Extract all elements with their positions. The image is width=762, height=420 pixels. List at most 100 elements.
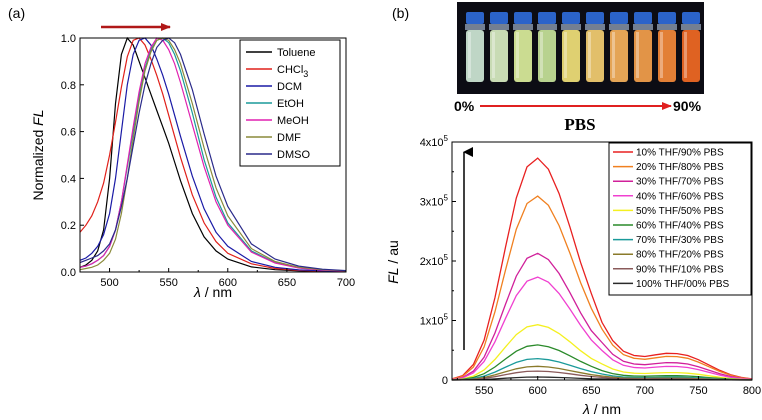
chart-a-x-tick-label: 700	[337, 277, 355, 289]
vial-glare	[516, 32, 519, 78]
vial-neck	[561, 24, 581, 30]
chart-b-y-ticks: 0 1x105 2x105 3x105 4x105	[420, 134, 456, 387]
vial	[489, 12, 509, 82]
chart-a-y-tick-label: 0.8	[61, 80, 76, 92]
chart-b-legend-label-10-thf-90-pbs: 10% THF/90% PBS	[636, 148, 724, 159]
vial	[585, 12, 605, 82]
chart-b-legend-label-20-thf-80-pbs: 20% THF/80% PBS	[636, 162, 724, 173]
chart-b-legend-label-100-thf-00-pbs: 100% THF/00% PBS	[636, 279, 730, 290]
chart-b-x-axis-label: λ / nm	[582, 401, 621, 417]
chart-b-x-ticks: 550 600 650 700 750 800	[456, 376, 761, 397]
vial-glare	[492, 32, 495, 78]
chart-a-legend-label-chcl3: CHCl3	[277, 64, 308, 79]
photo-left-label: 0%	[454, 98, 475, 114]
vial-neck	[609, 24, 629, 30]
panel-b-label: (b)	[392, 5, 409, 21]
vial-neck	[537, 24, 557, 30]
vial-cap	[466, 12, 484, 24]
vial-body	[610, 30, 628, 82]
chart-a-y-tick-label: 0.6	[61, 127, 76, 139]
vial	[681, 12, 701, 82]
chart-b-y-tick-label: 2x105	[420, 253, 449, 268]
vial	[609, 12, 629, 82]
chart-a-x-axis-label: λ / nm	[193, 284, 232, 300]
vial-row	[465, 12, 701, 82]
chart-b-x-tick-label: 750	[689, 385, 707, 397]
chart-a-legend-label-meoh: MeOH	[277, 115, 309, 127]
chart-a-y-axis-label: Normalized FL	[30, 109, 46, 200]
vial-body	[634, 30, 652, 82]
chart-b-series-60-thf-40-pbs	[451, 344, 753, 381]
chart-a-y-tick-label: 0.2	[61, 220, 76, 232]
vial-neck	[681, 24, 701, 30]
vial-glare	[564, 32, 567, 78]
vial-body	[562, 30, 580, 82]
vial-body	[466, 30, 484, 82]
vial-body	[490, 30, 508, 82]
chart-a-x-tick-label: 600	[219, 277, 237, 289]
vial-neck	[657, 24, 677, 30]
chart-a: 500 550 600 650 700 0.0 0.2 0.4 0.6 0.8 1.0 λ / n…	[30, 23, 355, 300]
photo-right-label: 90%	[673, 98, 702, 114]
chart-a-y-tick-label: 0.0	[61, 267, 76, 279]
vial-glare	[684, 32, 687, 78]
chart-b-y-tick-label: 0	[442, 375, 448, 387]
chart-a-legend-label-dmf: DMF	[277, 132, 301, 144]
vial-glare	[660, 32, 663, 78]
chart-b-x-tick-label: 650	[582, 385, 600, 397]
chart-a-y-tick-label: 1.0	[61, 33, 76, 45]
vial-glare	[588, 32, 591, 78]
chart-a-legend-label-etoh: EtOH	[277, 98, 304, 110]
panel-a-label: (a)	[8, 5, 25, 21]
chart-b-legend-label-90-thf-10-pbs: 90% THF/10% PBS	[636, 264, 724, 275]
chart-b-x-tick-label: 800	[743, 385, 761, 397]
vial	[657, 12, 677, 82]
chart-b: 550 600 650 700 750 800 0 1x105 2x105 3x105 4x105…	[385, 134, 761, 417]
chart-a-y-tick-label: 0.4	[61, 173, 76, 185]
chart-b-legend-frame	[608, 142, 752, 296]
chart-a-series-toluene	[79, 36, 347, 273]
vial-cap	[658, 12, 676, 24]
chart-b-series-30-thf-70-pbs	[451, 252, 753, 381]
chart-a-plot-frame	[79, 37, 347, 273]
vial-neck	[633, 24, 653, 30]
chart-a-legend-label-dcm: DCM	[277, 81, 302, 93]
chart-b-legend-label-30-thf-70-pbs: 30% THF/70% PBS	[636, 177, 724, 188]
vial	[465, 12, 485, 82]
chart-a-x-ticks: 500 550 600 650 700	[100, 268, 355, 289]
chart-a-series-dmf	[79, 37, 347, 272]
chart-a-legend: Toluene CHCl3 DCM EtOH MeOH DMF DMSO	[239, 39, 341, 167]
chart-a-legend-label-dmso: DMSO	[277, 149, 310, 161]
chart-a-x-tick-label: 550	[159, 277, 177, 289]
vial-cap	[634, 12, 652, 24]
chart-b-x-tick-label: 550	[475, 385, 493, 397]
vial-neck	[513, 24, 533, 30]
vial-body	[514, 30, 532, 82]
chart-b-legend-label-50-thf-50-pbs: 50% THF/50% PBS	[636, 206, 724, 217]
vial-neck	[465, 24, 485, 30]
vial-photo	[457, 2, 704, 94]
chart-b-series-70-thf-30-pbs	[451, 357, 753, 381]
vial-body	[586, 30, 604, 82]
chart-a-series-dmso	[79, 37, 347, 272]
vial-glare	[636, 32, 639, 78]
chart-b-y-tick-label: 4x105	[420, 134, 449, 149]
chart-a-x-tick-label: 650	[278, 277, 296, 289]
vial-glare	[540, 32, 543, 78]
vial-neck	[489, 24, 509, 30]
chart-a-series-dcm	[79, 37, 347, 272]
chart-b-series-10-thf-90-pbs	[451, 157, 753, 380]
vial-cap	[610, 12, 628, 24]
chart-b-legend: 10% THF/90% PBS 20% THF/80% PBS 30% THF/70…	[608, 142, 752, 296]
chart-a-series-chcl3	[79, 37, 347, 273]
vial-body	[682, 30, 700, 82]
chart-b-legend-label-70-thf-30-pbs: 70% THF/30% PBS	[636, 235, 724, 246]
vial	[537, 12, 557, 82]
vial	[513, 12, 533, 82]
chart-b-series-40-thf-60-pbs	[451, 276, 753, 381]
chart-b-y-tick-label: 1x105	[420, 313, 449, 328]
vial-body	[538, 30, 556, 82]
chart-b-x-tick-label: 600	[529, 385, 547, 397]
vial-neck	[585, 24, 605, 30]
